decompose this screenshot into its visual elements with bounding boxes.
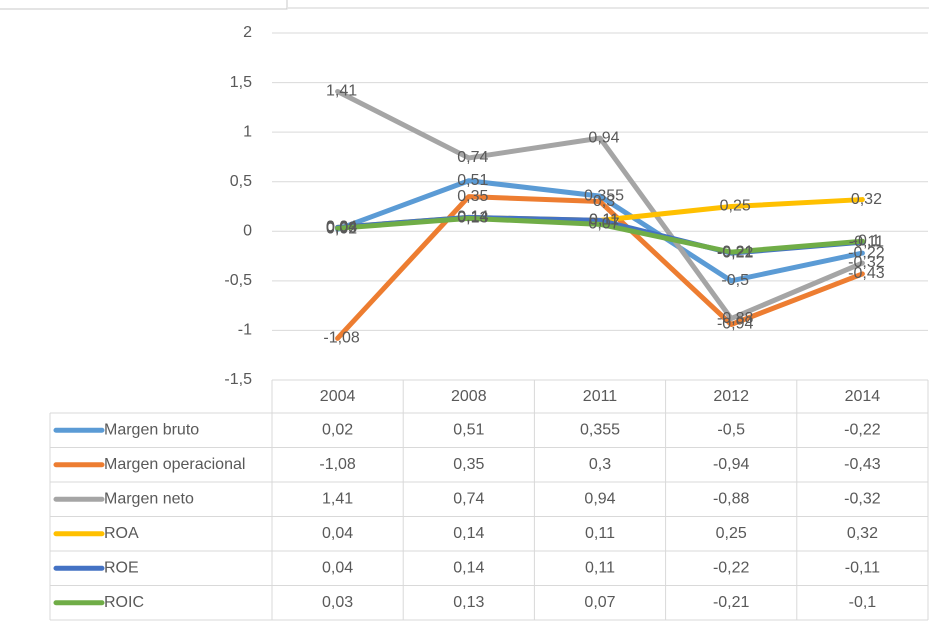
data-label: 1,41 [326,83,357,100]
y-tick-label: 0,5 [230,173,252,190]
data-label: -0,11 [849,233,884,250]
table-cell: 0,04 [322,525,353,542]
table-cell: -0,94 [713,456,750,473]
table-cell: 0,3 [589,456,611,473]
data-label: 0,11 [589,212,619,229]
legend-label: Margen bruto [104,421,199,438]
data-label: 0,14 [457,209,488,226]
data-label: -0,1 [853,232,881,249]
data-label: -0,88 [717,310,754,327]
data-label: -0,21 [717,243,754,260]
table-cell: -0,1 [849,594,877,611]
data-label: 0,14 [457,209,488,226]
data-label: 0,3 [593,193,615,210]
table-cell: -0,21 [713,594,750,611]
table-cell: 0,51 [453,421,484,438]
table-cell: 0,94 [584,490,615,507]
table-cell: 0,13 [453,594,484,611]
table-cell: 0,74 [453,490,484,507]
y-tick-label: 0 [243,223,252,240]
x-tick-label: 2008 [451,388,487,405]
y-tick-label: 1,5 [230,74,252,91]
data-label: -0,5 [721,272,749,289]
x-tick-label: 2011 [583,388,618,405]
data-label: 0,11 [589,212,619,229]
data-label: 0,04 [326,219,357,236]
y-tick-label: 2 [243,24,252,41]
table-cell: 0,14 [453,525,484,542]
table-cell: 0,35 [453,456,484,473]
table-cell: 0,07 [584,594,615,611]
data-label: 0,355 [584,187,624,204]
data-label: 0,13 [457,210,488,227]
table-cell: 0,03 [322,594,353,611]
series-line [335,88,865,322]
data-label: -0,22 [848,244,885,261]
data-label: 0,74 [457,149,488,166]
legend-label: Margen operacional [104,456,245,473]
legend-label: ROA [104,525,139,542]
table-cell: 0,32 [847,525,878,542]
data-label: -1,08 [323,330,360,347]
table-cell: -0,43 [844,456,881,473]
series-line [335,215,865,255]
table-cell: -0,22 [844,421,881,438]
data-label: 0,07 [588,216,619,233]
data-label: 0,25 [720,198,751,215]
table-cell: 0,14 [453,559,484,576]
data-label: -0,32 [848,254,885,271]
data-label: 0,94 [588,129,619,146]
data-label: 0,02 [326,221,357,238]
y-tick-label: -1,5 [224,371,252,388]
x-tick-label: 2014 [845,388,881,405]
series-line [335,194,865,341]
x-tick-label: 2004 [320,388,356,405]
table-cell: 1,41 [322,490,353,507]
data-label: -0,22 [717,244,754,261]
legend-label: ROE [104,559,139,576]
data-label: -0,43 [848,265,885,282]
frame-fragment [0,0,288,10]
table-cell: 0,11 [585,559,615,576]
y-tick-label: -0,5 [224,272,252,289]
table-cell: 0,25 [716,525,747,542]
table-cell: 0,04 [322,559,353,576]
legend-label: Margen neto [104,490,194,507]
data-label: -0,94 [717,316,754,333]
data-label: 0,51 [457,172,488,189]
data-label: 0,35 [457,188,488,205]
table-cell: 0,11 [585,525,615,542]
table-cell: -0,32 [844,490,881,507]
table-cell: -0,22 [713,559,750,576]
table-cell: 0,02 [322,421,353,438]
y-tick-label: 1 [243,123,252,140]
series-line [335,178,865,284]
data-label: 0,32 [851,191,882,208]
table-cell: -0,11 [845,559,880,576]
x-tick-label: 2012 [713,388,749,405]
table-cell: -0,88 [713,490,750,507]
data-label: 0,03 [326,220,357,237]
table-cell: 0,355 [580,421,620,438]
data-label: 0,04 [326,219,357,236]
table-cell: -1,08 [319,456,356,473]
table-cell: -0,5 [717,421,745,438]
legend-label: ROIC [104,594,144,611]
y-tick-label: -1 [238,322,252,339]
